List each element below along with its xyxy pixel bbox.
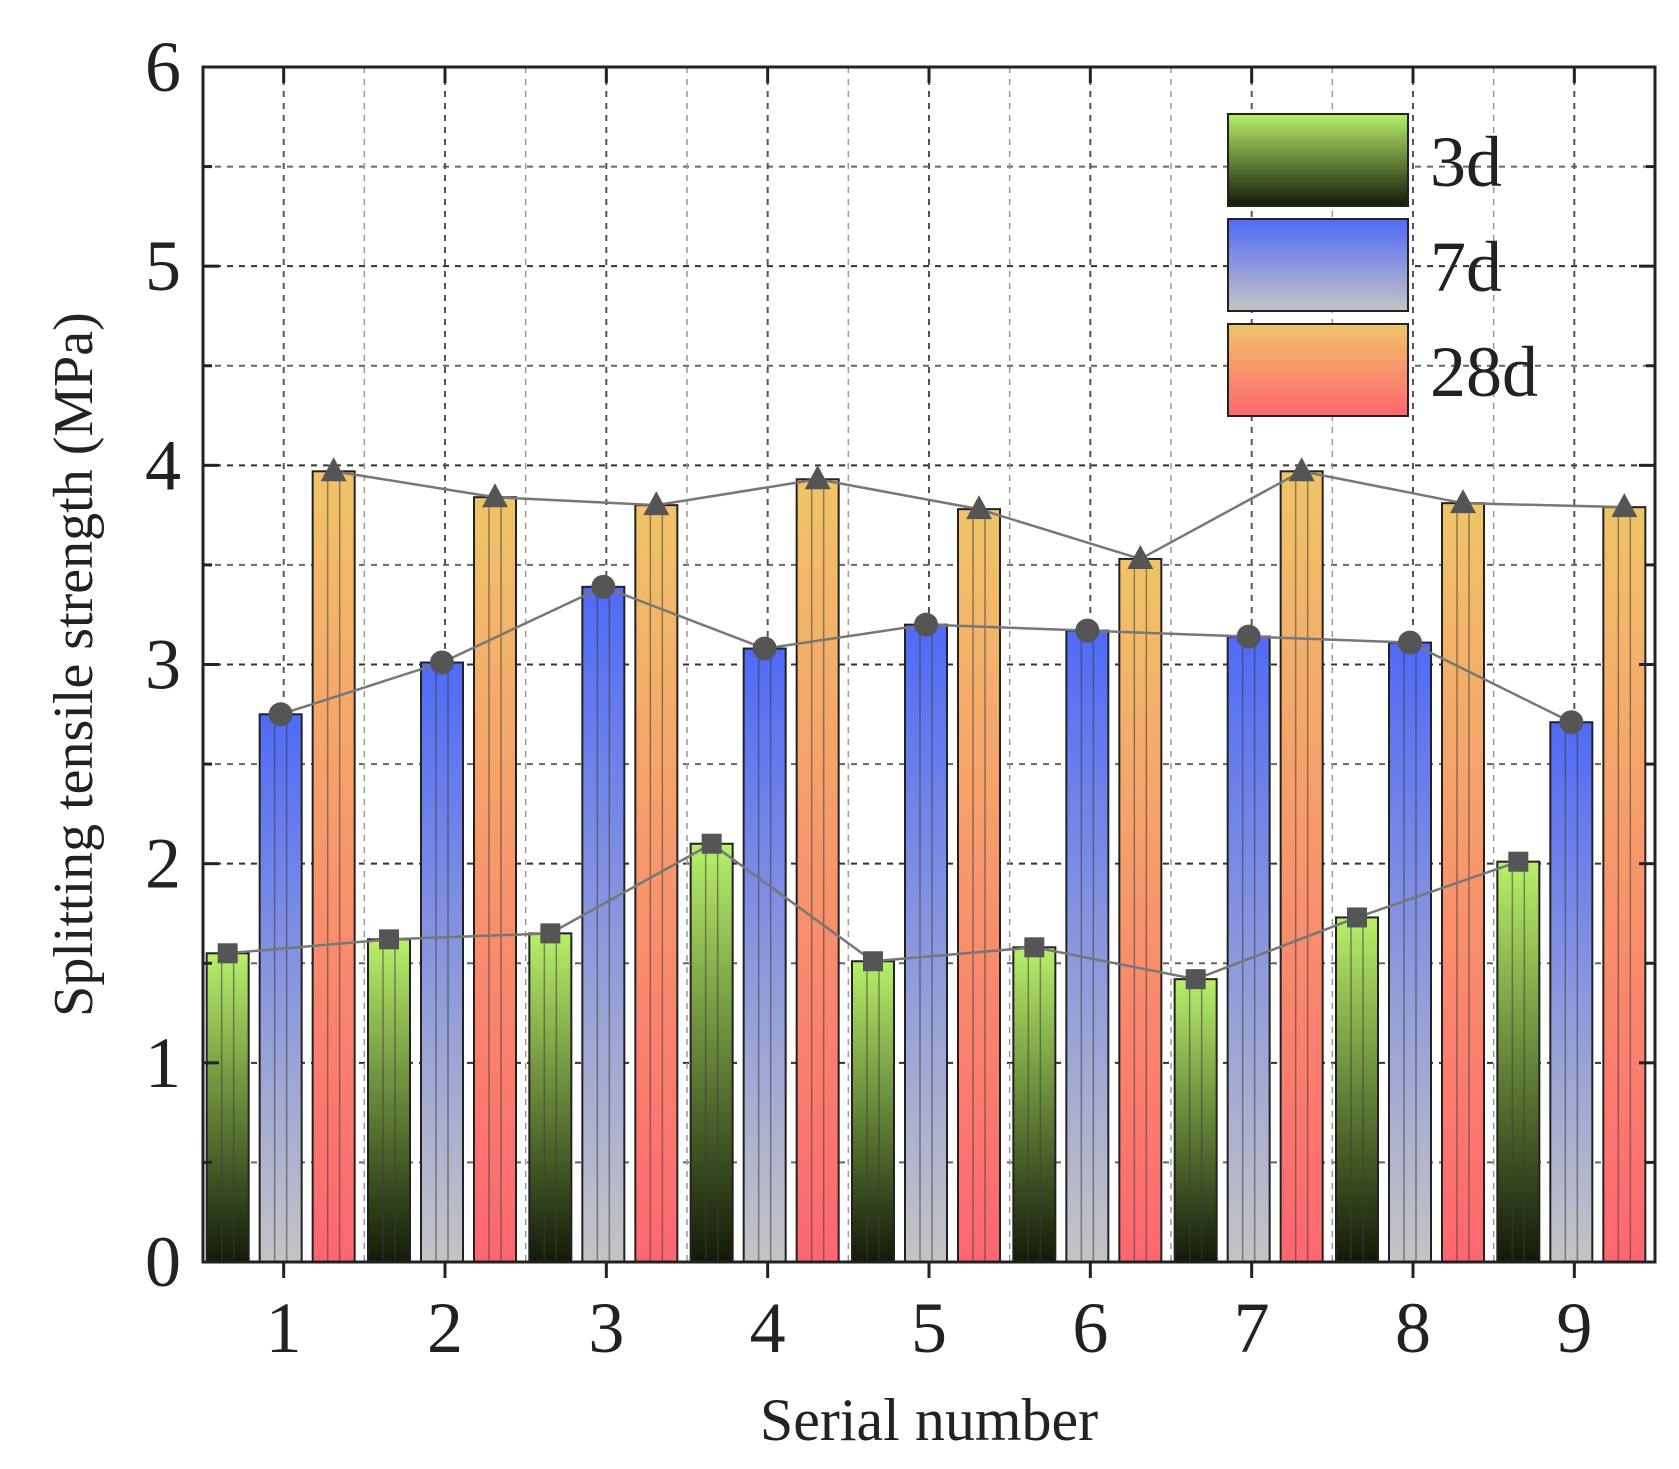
bar-28d-5 xyxy=(957,508,1001,1263)
marker-28d-1 xyxy=(320,457,347,482)
marker-7d-8 xyxy=(1398,630,1422,655)
marker-3d-1 xyxy=(217,943,238,964)
marker-7d-6 xyxy=(1075,618,1100,643)
marker-3d-8 xyxy=(1347,907,1367,928)
x-tick-label: 9 xyxy=(1556,1288,1592,1368)
bar-7d-7 xyxy=(1226,635,1271,1263)
legend-label-3d: 3d xyxy=(1430,122,1502,202)
bar-7d-8 xyxy=(1388,641,1432,1263)
bar-7d-2 xyxy=(420,661,464,1263)
y-tick-label: 5 xyxy=(145,226,181,306)
marker-3d-5 xyxy=(863,951,883,972)
x-axis-title: Serial number xyxy=(760,1387,1098,1453)
marker-7d-2 xyxy=(430,650,454,675)
x-tick-label: 2 xyxy=(427,1288,463,1368)
legend-label-7d: 7d xyxy=(1430,227,1502,307)
tick-labels: 0 1 2 3 4 5 6 1 2 3 4 5 6 7 8 9 xyxy=(145,27,1592,1368)
bar-3d-3 xyxy=(528,932,573,1263)
bar-28d-1 xyxy=(311,470,356,1263)
bar-3d-2 xyxy=(367,938,411,1263)
marker-28d-6 xyxy=(1127,544,1154,569)
bar-28d-7 xyxy=(1279,470,1324,1263)
x-tick-label: 8 xyxy=(1395,1288,1431,1368)
legend-swatch-7d xyxy=(1227,218,1409,312)
x-tick-label: 1 xyxy=(266,1288,302,1368)
marker-28d-5 xyxy=(966,495,992,520)
marker-7d-7 xyxy=(1236,624,1261,649)
marker-3d-4 xyxy=(701,833,722,854)
bar-3d-4 xyxy=(689,842,734,1263)
y-tick-label: 1 xyxy=(145,1023,181,1103)
legend-swatch-3d xyxy=(1227,113,1409,207)
bar-3d-7 xyxy=(1173,978,1218,1264)
x-tick-label: 4 xyxy=(750,1288,786,1368)
marker-3d-6 xyxy=(1024,937,1045,958)
legend: 3d 7d 28d xyxy=(1227,113,1538,417)
bar-28d-4 xyxy=(795,478,840,1263)
marker-7d-5 xyxy=(914,612,938,637)
marker-7d-1 xyxy=(268,702,293,727)
x-tick-label: 5 xyxy=(911,1288,947,1368)
x-tick-label: 6 xyxy=(1072,1288,1108,1368)
x-tick-label: 3 xyxy=(588,1288,624,1368)
bars xyxy=(205,470,1647,1264)
y-tick-label: 0 xyxy=(145,1222,181,1302)
bar-7d-5 xyxy=(904,623,948,1263)
bar-7d-9 xyxy=(1549,721,1594,1263)
bar-28d-2 xyxy=(473,496,517,1263)
marker-3d-3 xyxy=(540,923,561,944)
bar-28d-8 xyxy=(1441,502,1485,1263)
bar-28d-9 xyxy=(1602,506,1647,1263)
y-tick-label: 4 xyxy=(145,425,181,505)
bar-28d-6 xyxy=(1118,557,1163,1263)
marker-3d-2 xyxy=(379,929,399,950)
marker-7d-9 xyxy=(1559,710,1584,735)
bar-3d-8 xyxy=(1335,916,1379,1263)
legend-swatch-28d xyxy=(1227,323,1409,417)
y-tick-label: 6 xyxy=(145,27,181,107)
marker-28d-8 xyxy=(1450,489,1476,514)
ticks xyxy=(203,65,1655,1278)
bar-3d-1 xyxy=(205,952,250,1264)
marker-28d-2 xyxy=(482,483,508,508)
bar-3d-5 xyxy=(851,960,895,1264)
x-tick-label: 7 xyxy=(1234,1288,1270,1368)
bar-7d-1 xyxy=(258,713,303,1263)
marker-28d-3 xyxy=(643,491,670,516)
bar-3d-6 xyxy=(1012,946,1057,1263)
bar-3d-9 xyxy=(1496,860,1541,1263)
marker-7d-4 xyxy=(752,636,777,661)
markers xyxy=(217,457,1638,990)
marker-28d-9 xyxy=(1611,493,1638,518)
marker-3d-9 xyxy=(1508,851,1529,872)
bar-7d-6 xyxy=(1065,629,1110,1263)
y-axis-title: Splitting tensile strength (MPa) xyxy=(43,312,105,1017)
marker-28d-4 xyxy=(804,465,831,490)
marker-28d-7 xyxy=(1288,457,1315,482)
bar-7d-4 xyxy=(742,647,787,1263)
y-tick-label: 3 xyxy=(145,625,181,705)
marker-7d-3 xyxy=(591,574,616,599)
bar-7d-3 xyxy=(581,585,626,1263)
legend-label-28d: 28d xyxy=(1430,332,1538,412)
y-tick-label: 2 xyxy=(145,824,181,904)
marker-3d-7 xyxy=(1185,969,1206,990)
